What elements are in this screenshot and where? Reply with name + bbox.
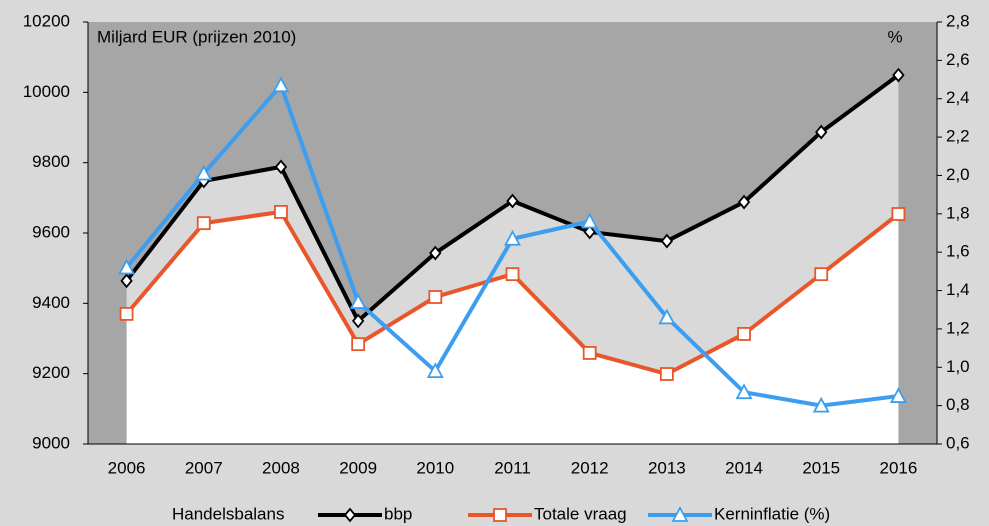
x-tick-label: 2007 <box>185 458 223 477</box>
point <box>658 308 676 325</box>
point <box>659 367 674 381</box>
area-base <box>126 211 899 444</box>
y2-tick-label: 2,4 <box>946 88 970 107</box>
point <box>196 216 211 231</box>
x-tick-label: 2008 <box>262 458 300 477</box>
legend-marker <box>343 507 357 523</box>
point <box>351 313 365 329</box>
point <box>426 362 444 379</box>
y2-tick-label: 1,6 <box>946 242 970 261</box>
point <box>351 337 366 352</box>
x-tick-label: 2006 <box>108 458 146 477</box>
y2-tick-label: 1,0 <box>946 357 970 376</box>
legend-label: Kerninflatie (%) <box>714 504 830 523</box>
point <box>195 164 213 181</box>
point <box>583 224 596 240</box>
y2-tick-label: 0,8 <box>946 395 970 414</box>
y-tick-label: 9400 <box>32 293 70 312</box>
point <box>274 159 288 175</box>
point <box>735 383 753 400</box>
y-tick-label: 10200 <box>23 11 70 30</box>
y-tick-label: 10000 <box>23 82 70 101</box>
x-tick-label: 2013 <box>648 458 686 477</box>
y-tick-label: 9600 <box>32 222 70 241</box>
point <box>815 124 828 140</box>
y2-tick-label: 2,0 <box>946 165 970 184</box>
y2-axis-label: % <box>887 27 902 46</box>
point <box>891 207 906 221</box>
y-tick-label: 9800 <box>32 152 70 171</box>
x-tick-label: 2015 <box>802 458 840 477</box>
point <box>118 258 136 275</box>
x-tick-label: 2012 <box>571 458 609 477</box>
point <box>119 306 134 321</box>
y2-tick-label: 0,6 <box>946 433 970 452</box>
y2-tick-label: 1,4 <box>946 280 970 299</box>
point <box>660 233 674 249</box>
point <box>429 245 442 261</box>
point <box>581 212 599 229</box>
legend-marker <box>493 508 507 522</box>
point <box>889 387 907 403</box>
y2-tick-label: 1,2 <box>946 318 970 337</box>
point <box>812 396 830 413</box>
x-tick-label: 2011 <box>494 458 531 477</box>
y2-tick-label: 1,8 <box>946 203 970 222</box>
legend-label: Totale vraag <box>534 504 627 523</box>
legend-label: bbp <box>384 504 412 523</box>
point <box>505 267 520 282</box>
point <box>814 267 829 282</box>
point <box>737 194 751 210</box>
legend-swatch <box>113 508 169 522</box>
x-tick-label: 2016 <box>879 458 917 477</box>
point <box>274 204 288 219</box>
y2-tick-label: 2,2 <box>946 127 970 146</box>
x-tick-label: 2010 <box>416 458 454 477</box>
point <box>428 290 443 304</box>
x-tick-label: 2014 <box>725 458 763 477</box>
y-tick-label: 9200 <box>32 363 70 382</box>
y2-tick-label: 2,8 <box>946 11 970 30</box>
point <box>272 76 290 93</box>
point <box>503 229 522 246</box>
point <box>349 293 367 309</box>
y-axis-label: Miljard EUR (prijzen 2010) <box>97 27 296 46</box>
point <box>582 346 597 360</box>
point <box>506 193 519 209</box>
legend-label: Handelsbalans <box>172 504 284 523</box>
point <box>892 67 905 83</box>
legend-marker <box>671 506 689 522</box>
x-tick-label: 2009 <box>339 458 377 477</box>
y2-tick-label: 2,6 <box>946 50 970 69</box>
point <box>120 273 133 289</box>
area <box>126 75 899 375</box>
point <box>737 327 751 341</box>
y-tick-label: 9000 <box>32 433 70 452</box>
